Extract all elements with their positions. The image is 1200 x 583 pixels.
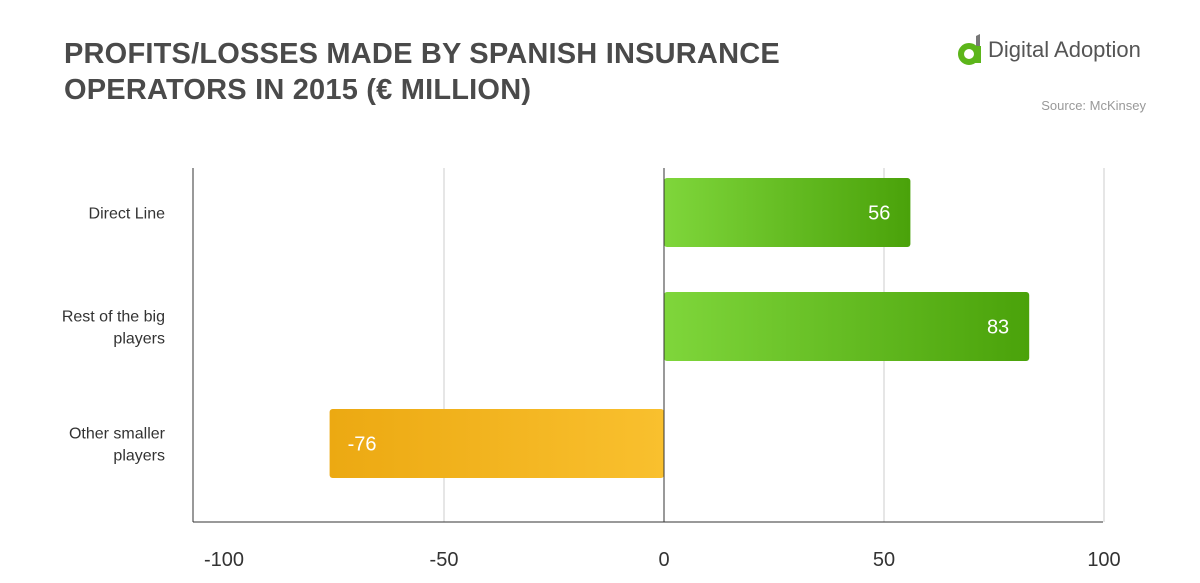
x-tick-label: 100 bbox=[1087, 549, 1120, 571]
bar bbox=[664, 178, 911, 247]
x-tick-label: 0 bbox=[658, 549, 669, 571]
x-tick-label: -100 bbox=[204, 549, 244, 571]
source-note: Source: McKinsey bbox=[1041, 98, 1146, 113]
chart-title: PROFITS/LOSSES MADE BY SPANISH INSURANCE… bbox=[64, 38, 780, 106]
logo-text: Digital Adoption bbox=[988, 37, 1141, 62]
digital-adoption-logo-icon bbox=[958, 34, 981, 65]
category-label: players bbox=[113, 331, 165, 348]
category-label: Other smaller bbox=[69, 426, 166, 443]
category-label: players bbox=[113, 448, 165, 465]
bar bbox=[329, 409, 664, 478]
data-label: 83 bbox=[987, 317, 1009, 339]
x-tick-label: 50 bbox=[873, 549, 895, 571]
bar bbox=[664, 292, 1030, 361]
category-label: Direct Line bbox=[89, 206, 166, 223]
logo: Digital Adoption bbox=[958, 34, 1141, 66]
data-label: -76 bbox=[348, 434, 377, 456]
x-tick-label: -50 bbox=[430, 549, 459, 571]
data-label: 56 bbox=[868, 203, 890, 225]
category-label: Rest of the big bbox=[62, 309, 165, 326]
